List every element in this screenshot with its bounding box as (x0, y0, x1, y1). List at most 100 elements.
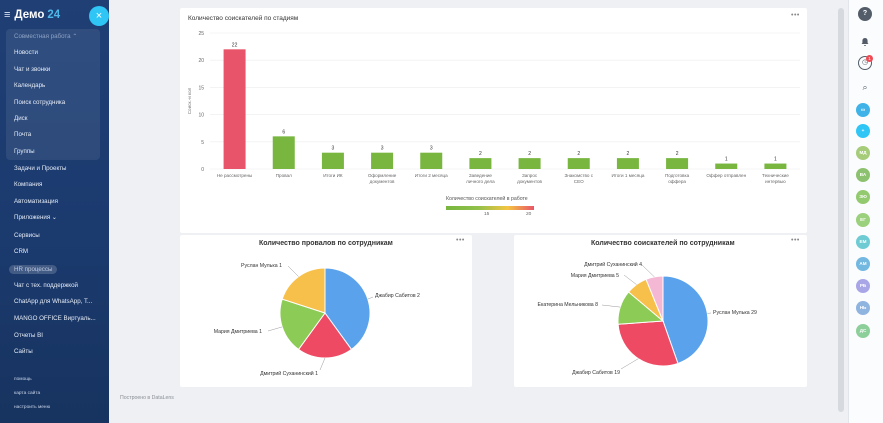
pie-slice-value: 8 (595, 302, 598, 308)
rail-avatar[interactable]: ЕМ (856, 234, 870, 249)
pie-slice-label: Руслан Мулька 1 (241, 263, 282, 269)
sidebar-item[interactable]: Календарь (14, 82, 46, 89)
sidebar-item[interactable]: Поиск сотрудника (14, 99, 66, 106)
sidebar-item[interactable]: Сайты (14, 348, 33, 355)
pie-leader-line (641, 264, 655, 278)
pie-slice-value: 5 (616, 273, 619, 279)
pie2-title: Количество соискателей по сотрудникам (591, 240, 735, 247)
add-user-icon[interactable]: + (856, 124, 870, 138)
nav-group-highlight (6, 29, 100, 160)
sidebar-item[interactable]: Приложения ⌄ (14, 214, 58, 221)
sidebar-item[interactable]: Чат и звонки (14, 66, 51, 73)
bar-value-label: 3 (381, 146, 384, 152)
y-tick-label: 10 (198, 113, 204, 119)
rail-avatar[interactable]: ВА (856, 168, 870, 183)
bar-value-label: 22 (232, 42, 238, 48)
clock-icon[interactable]: ◷ (858, 56, 872, 70)
sidebar-item[interactable]: Автоматизация (14, 198, 58, 205)
help-icon[interactable]: ? (858, 7, 872, 21)
bar (567, 158, 590, 169)
sidebar-item[interactable]: Компания (14, 181, 43, 188)
sidebar-item[interactable]: CRM (14, 248, 29, 255)
bar-value-label: 2 (528, 151, 531, 157)
sidebar-item[interactable]: Чат с тех. поддержкой (14, 282, 78, 289)
more-icon[interactable]: ••• (456, 237, 465, 244)
rail-avatar[interactable]: АМ (856, 257, 870, 271)
pie-slice-label: Джабир Сабитов 2 (375, 293, 420, 299)
search-icon[interactable]: ⌕ (862, 82, 868, 92)
bar (371, 152, 394, 169)
pie-leader-line (319, 357, 326, 371)
pie-slice-label: Дмитрий Суханинский 4 (584, 261, 642, 268)
x-tick-label: интервью (765, 179, 786, 184)
menu-icon[interactable]: ≡ (4, 9, 11, 21)
pie-chart-applicants: Руслан Мулька 29 Джабир Сабитов 19 Екатери… (537, 261, 757, 376)
bar (321, 152, 344, 169)
y-tick-label: 20 (198, 58, 204, 64)
sidebar-item[interactable]: Отчеты BI (14, 332, 43, 339)
sidebar-item[interactable]: Почта (14, 131, 32, 138)
pie-leader-line (267, 326, 283, 332)
legend-tick: 20 (526, 212, 532, 217)
sidebar-item[interactable]: MANGO OFFICE Виртуаль... (14, 315, 96, 322)
sidebar-item[interactable]: Совместная работа ⌃ (14, 33, 78, 40)
close-icon[interactable]: × (89, 6, 109, 26)
y-axis-label: Соиск.-и кол (187, 87, 192, 114)
x-tick-label: Итоги 2 месяца (415, 173, 448, 178)
rail-avatar[interactable]: РБ (856, 279, 870, 294)
bar (715, 163, 738, 169)
y-tick-label: 15 (198, 85, 204, 91)
more-icon[interactable]: ••• (791, 237, 800, 244)
pie-slice (617, 320, 679, 367)
pie-slice-label: Екатерина Мельникова 8 (537, 302, 598, 308)
bar-value-label: 2 (676, 151, 679, 157)
bar-value-label: 3 (332, 146, 335, 152)
rail-avatar[interactable]: ЗЮ (856, 190, 870, 205)
bar-value-label: 1 (725, 157, 728, 163)
sidebar-footer-link[interactable]: помощь (14, 377, 32, 382)
pie-slice-label: Дмитрий Суханинский 1 (260, 370, 318, 377)
pie-leader-line (620, 358, 639, 370)
bar-value-label: 2 (627, 151, 630, 157)
footer-datalens[interactable]: Построено в DataLens (120, 395, 174, 401)
x-tick-label: Итоги 1 месяца (611, 173, 644, 178)
pie-chart-card-failures: Количество провалов по сотрудникам ••• Д… (180, 235, 472, 387)
sidebar-item[interactable]: Сервисы (14, 232, 40, 239)
y-tick-label: 0 (201, 167, 204, 173)
chat-icon[interactable]: ▭ (856, 103, 870, 117)
x-tick-label: Оформление (368, 173, 397, 178)
sidebar-item[interactable]: ChatApp для WhatsApp, T... (14, 298, 93, 305)
rail-avatar[interactable]: НЬ (856, 301, 870, 316)
right-rail: ? ◷ 1 ⌕ ▭ + МД ВА ЗЮ ЕГ ЕМ АМ РБ НЬ ДС (848, 0, 883, 423)
x-tick-label: Подготовка (665, 173, 690, 178)
scrollbar[interactable] (838, 8, 844, 412)
bell-icon[interactable] (858, 35, 872, 49)
rail-avatar[interactable]: ЕГ (856, 212, 870, 227)
pie-slice-name: Мария Дмитриева (571, 273, 615, 279)
bar-value-label: 2 (577, 151, 580, 157)
sidebar-item[interactable]: Диск (14, 115, 28, 122)
bar (666, 158, 689, 169)
x-tick-label: Итоги ИК (323, 173, 343, 178)
more-icon[interactable]: ••• (791, 12, 800, 19)
legend-gradient (446, 206, 534, 210)
pie-slice (281, 267, 326, 314)
sidebar-item[interactable]: HR процессы (9, 265, 58, 274)
y-tick-label: 5 (201, 140, 204, 146)
sidebar-item[interactable]: Группы (14, 148, 35, 155)
x-tick-label: Запрос (522, 173, 538, 178)
pie-slice-label: Мария Дмитриева 1 (214, 329, 262, 335)
pie-slice-name: Мария Дмитриева (214, 329, 258, 335)
sidebar-item[interactable]: Задачи и Проекты (14, 165, 67, 172)
rail-avatar[interactable]: МД (856, 146, 870, 160)
pie-leader-line (287, 265, 299, 277)
sidebar-footer-link[interactable]: настроить меню (14, 405, 51, 410)
sidebar-item[interactable]: Новости (14, 49, 38, 56)
rail-avatar[interactable]: ДС (856, 323, 870, 338)
bar (764, 163, 787, 169)
x-tick-label: Знакомство с (564, 173, 593, 178)
bar-value-label: 2 (479, 151, 482, 157)
sidebar-footer-link[interactable]: карта сайта (14, 391, 41, 396)
brand[interactable]: ≡ Демо 24 (4, 6, 60, 24)
